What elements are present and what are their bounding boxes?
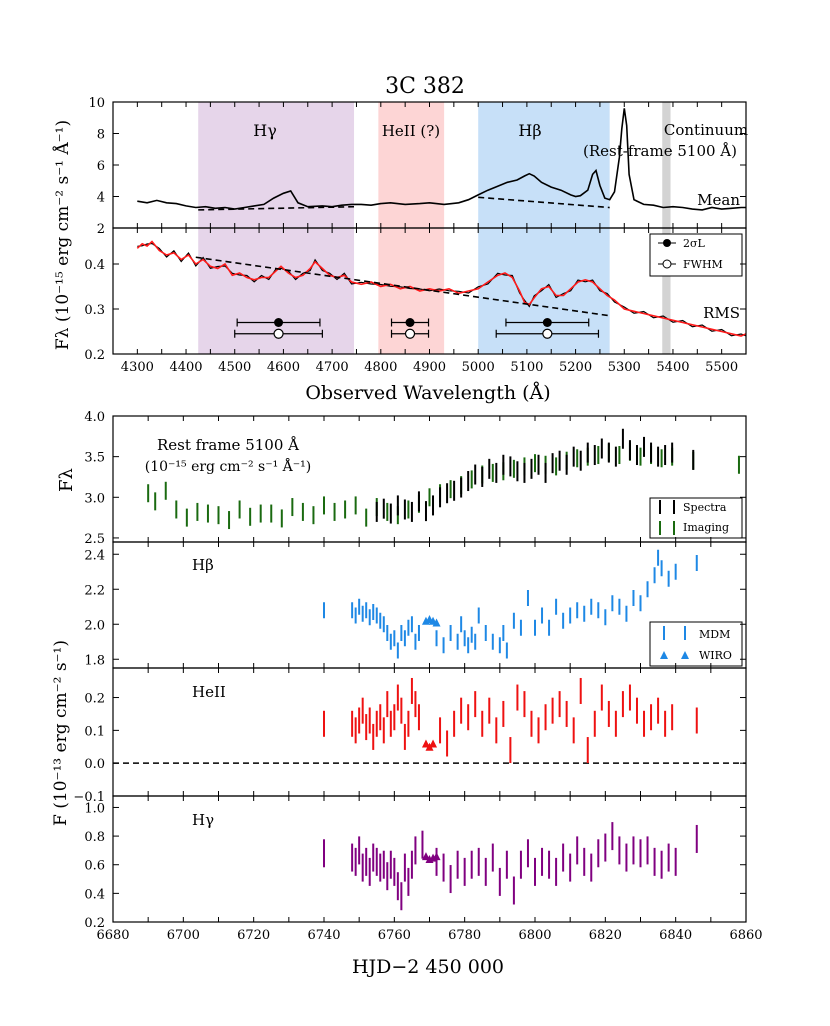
rms-ytick-label: 0.2 [84, 348, 105, 363]
axes-layer: 2 4 6 8 10 0.2 0.3 0.4 4300 4400 4500 4600 4700 4800 4… [73, 96, 762, 943]
mean-ytick-label: 10 [88, 96, 105, 111]
band-label-heii: HeII (?) [382, 122, 440, 140]
rms-xtick-label: 5500 [705, 360, 738, 375]
continuum-y-axis-label: Fλ [56, 468, 77, 492]
hg-xtick-label: 6700 [167, 928, 200, 943]
mean-ytick-label: 8 [97, 128, 105, 143]
continuum-legend-imaging: Imaging [683, 521, 729, 534]
he-ytick-label: 0.1 [84, 724, 105, 739]
cont-ytick-label: 3.5 [84, 451, 105, 466]
cont-ytick-label: 2.5 [84, 532, 105, 547]
continuum-annotation: Rest frame 5100 Å [157, 436, 299, 454]
rms-xtick-label: 4500 [218, 360, 251, 375]
hg-xtick-label: 6800 [518, 928, 551, 943]
he-ytick-label: 0.0 [84, 757, 105, 772]
hb-ytick-label: 2.0 [84, 618, 105, 633]
hg-ytick-label: 0.4 [84, 887, 105, 902]
hg-ytick-label: 0.2 [84, 916, 105, 931]
sigma-marker-hβ [542, 318, 552, 327]
rms-xtick-label: 5000 [462, 360, 495, 375]
hgamma-wiro-point [432, 852, 441, 861]
rms-xtick-label: 4300 [121, 360, 154, 375]
rms-xtick-label: 5300 [608, 360, 641, 375]
spectrum-x-axis-label: Observed Wavelength (Å) [305, 382, 550, 404]
rms-legend-fwhm: FWHM [683, 258, 723, 271]
hg-xtick-label: 6720 [237, 928, 270, 943]
band-label-hbeta: Hβ [518, 121, 541, 140]
band-label-continuum: Continuum [664, 121, 748, 139]
legend-sigma-marker [663, 239, 671, 247]
hbeta-annotation: Hβ [192, 556, 214, 574]
rms-xtick-label: 4900 [413, 360, 446, 375]
fwhm-marker-heii [404, 328, 416, 339]
continuum-annotation-units: (10⁻¹⁵ erg cm⁻² s⁻¹ Å⁻¹) [145, 457, 312, 475]
band-label-hgamma: Hγ [253, 121, 277, 140]
cont-ytick-label: 4.0 [84, 410, 105, 425]
hg-xtick-label: 6840 [659, 928, 692, 943]
rms-xtick-label: 4700 [316, 360, 349, 375]
fwhm-marker-hβ [542, 328, 553, 339]
hg-ytick-label: 1.0 [84, 801, 105, 816]
hgamma-annotation: Hγ [192, 811, 214, 829]
cont-ytick-label: 3.0 [84, 491, 105, 506]
rms-legend-sigma: 2σL [683, 237, 706, 250]
spectrum-y-axis-label: Fλ (10⁻¹⁵ erg cm⁻² s⁻¹ Å⁻¹) [52, 120, 73, 350]
rms-legend-box [649, 233, 743, 277]
rms-xtick-label: 5200 [559, 360, 592, 375]
mean-continuum-fit [478, 196, 610, 209]
hg-xtick-label: 6780 [448, 928, 481, 943]
hbeta-wiro-point [432, 618, 441, 627]
hg-ytick-label: 0.6 [84, 859, 105, 874]
he-ytick-label: 0.2 [84, 692, 105, 707]
hg-xtick-label: 6760 [378, 928, 411, 943]
rms-xtick-label: 4600 [267, 360, 300, 375]
heii-wiro-point [429, 739, 438, 748]
chart-title: 3C 382 [385, 74, 465, 99]
mean-continuum-fit [198, 205, 355, 211]
hg-xtick-label: 6820 [589, 928, 622, 943]
rms-xtick-label: 5400 [656, 360, 689, 375]
rms-xtick-label: 4800 [364, 360, 397, 375]
hbeta-legend-wiro: WIRO [699, 649, 732, 662]
hg-xtick-label: 6680 [96, 928, 129, 943]
band-sublabel-continuum: (Rest-frame 5100 Å) [583, 142, 737, 160]
mean-ytick-label: 2 [97, 222, 105, 237]
data-layer [113, 108, 747, 911]
he-ytick-label: −0.1 [73, 790, 105, 805]
hb-ytick-label: 2.2 [84, 583, 105, 598]
legend-wiro-marker [681, 651, 689, 659]
mean-label: Mean [697, 191, 740, 209]
hb-ytick-label: 2.4 [84, 548, 105, 563]
rms-label: RMS [703, 304, 740, 322]
legend-wiro-marker [660, 651, 668, 659]
mean-ytick-label: 4 [97, 191, 105, 206]
hbeta-legend-mdm: MDM [699, 628, 730, 641]
rms-xtick-label: 4400 [169, 360, 202, 375]
hg-xtick-label: 6740 [307, 928, 340, 943]
lightcurve-y-axis-label: F (10⁻¹³ erg cm⁻² s⁻¹) [51, 640, 71, 826]
hg-ytick-label: 0.8 [84, 830, 105, 845]
rms-xtick-label: 5100 [510, 360, 543, 375]
hg-xtick-label: 6860 [729, 928, 762, 943]
heii-annotation: HeII [192, 683, 226, 701]
mean-spectrum-line [137, 108, 746, 211]
sigma-marker-hγ [274, 318, 284, 327]
mean-ytick-label: 6 [97, 159, 105, 174]
rms-ytick-label: 0.3 [84, 303, 105, 318]
lightcurve-x-axis-label: HJD−2 450 000 [352, 956, 504, 978]
heii-wiro-point [421, 739, 430, 748]
hb-ytick-label: 1.8 [84, 653, 105, 668]
continuum-legend-box [649, 497, 743, 539]
continuum-legend-spectra: Spectra [683, 501, 727, 514]
rms-ytick-label: 0.4 [84, 258, 105, 273]
fwhm-marker-hγ [273, 328, 284, 339]
legend-fwhm-marker [662, 259, 672, 269]
sigma-marker-heii [405, 318, 415, 327]
